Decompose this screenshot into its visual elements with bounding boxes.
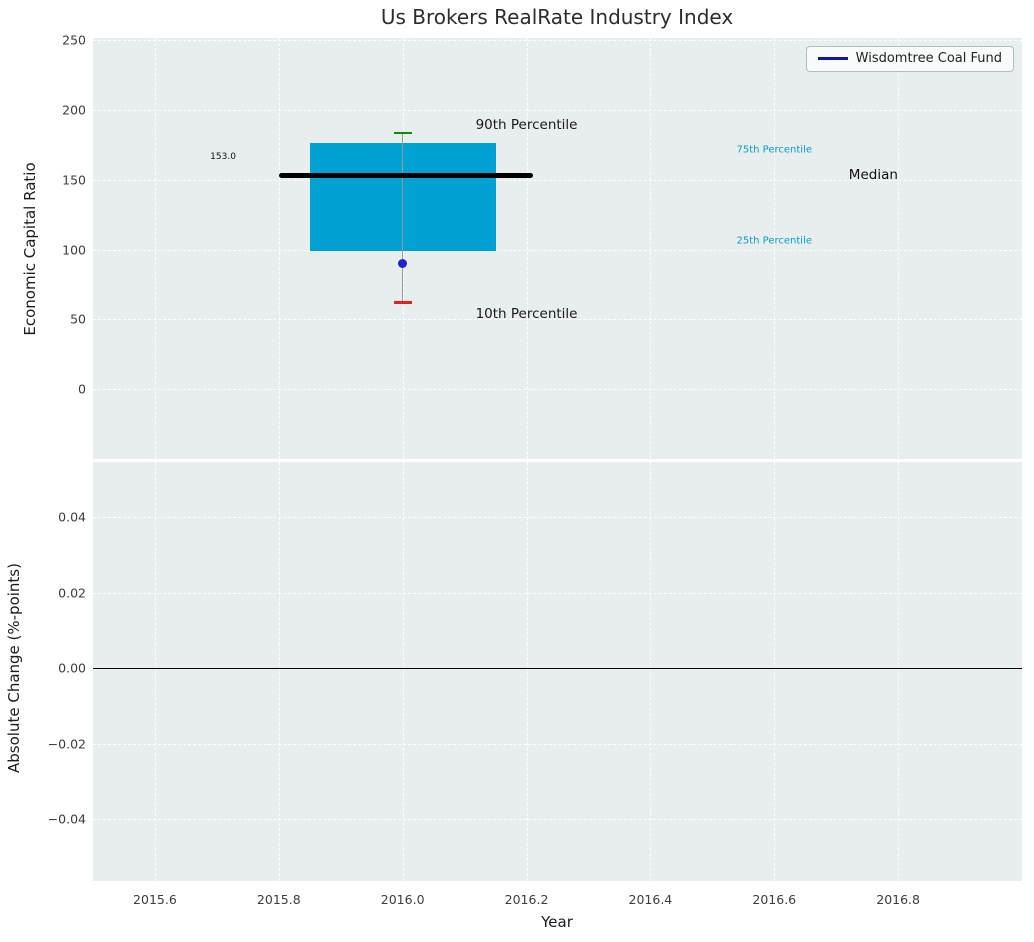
chart-title: Us Brokers RealRate Industry Index [380, 5, 734, 29]
cap-90th-percentile [393, 131, 412, 135]
median-line [278, 173, 533, 179]
gridline-horizontal [93, 517, 1022, 519]
y-tick-label: 0.04 [58, 509, 86, 525]
label-10th-percentile: 10th Percentile [475, 305, 578, 322]
gridline-horizontal [93, 249, 1022, 251]
gridline-vertical [650, 462, 652, 881]
y-tick-label: 50 [70, 311, 86, 327]
gridline-horizontal [93, 319, 1022, 321]
x-tick-label: 2016.8 [876, 892, 920, 907]
y-tick-label: 150 [62, 172, 86, 188]
whisker-line [401, 132, 404, 303]
y-tick-label: −0.02 [47, 736, 86, 752]
bottom-plot-area [93, 462, 1022, 881]
label-90th-percentile: 90th Percentile [475, 117, 578, 134]
legend-line-sample [817, 57, 848, 60]
x-tick-label: 2016.0 [380, 892, 425, 907]
gridline-vertical [526, 462, 528, 881]
y-tick-label: 250 [62, 32, 86, 48]
label-75th-percentile: 75th Percentile [736, 144, 813, 156]
gridline-horizontal [93, 109, 1022, 111]
gridline-vertical [154, 38, 156, 459]
xlabel-year: Year [541, 913, 573, 931]
gridline-vertical [774, 38, 776, 459]
gridline-vertical [774, 462, 776, 881]
gridline-horizontal [93, 819, 1022, 821]
x-tick-label: 2016.2 [504, 892, 549, 907]
y-tick-label: 0.00 [58, 660, 86, 676]
label-median: Median [848, 166, 898, 183]
label-25th-percentile: 25th Percentile [736, 235, 813, 247]
gridline-vertical [278, 462, 280, 881]
legend: Wisdomtree Coal Fund [805, 46, 1014, 72]
cap-10th-percentile [393, 301, 412, 304]
y-tick-label: 0.02 [58, 585, 86, 601]
gridline-vertical [526, 38, 528, 459]
gridline-horizontal [93, 40, 1022, 42]
legend-label: Wisdomtree Coal Fund [855, 51, 1002, 66]
y-tick-label: −0.04 [47, 811, 86, 827]
x-tick-label: 2015.8 [256, 892, 301, 907]
top-plot-area: 90th Percentile 10th Percentile 75th Perce… [93, 38, 1022, 459]
gridline-vertical [402, 462, 404, 881]
gridline-horizontal [93, 389, 1022, 391]
y-tick-label: 100 [62, 242, 86, 258]
x-tick-label: 2016.6 [752, 892, 797, 907]
gridline-vertical [278, 38, 280, 459]
gridline-vertical [154, 462, 156, 881]
gridline-vertical [650, 38, 652, 459]
ylabel-absolute-change: Absolute Change (%-points) [5, 563, 23, 773]
x-tick-label: 2015.6 [133, 892, 177, 907]
gridline-vertical [898, 38, 900, 459]
zero-line [93, 667, 1022, 669]
y-tick-label: 0 [78, 381, 86, 397]
gridline-vertical [898, 462, 900, 881]
fund-value-dot [398, 259, 408, 268]
y-tick-label: 200 [62, 102, 86, 118]
gridline-horizontal [93, 179, 1022, 181]
x-tick-label: 2016.4 [628, 892, 673, 907]
label-median-value: 153.0 [210, 152, 236, 163]
gridline-horizontal [93, 743, 1022, 745]
gridline-horizontal [93, 592, 1022, 594]
